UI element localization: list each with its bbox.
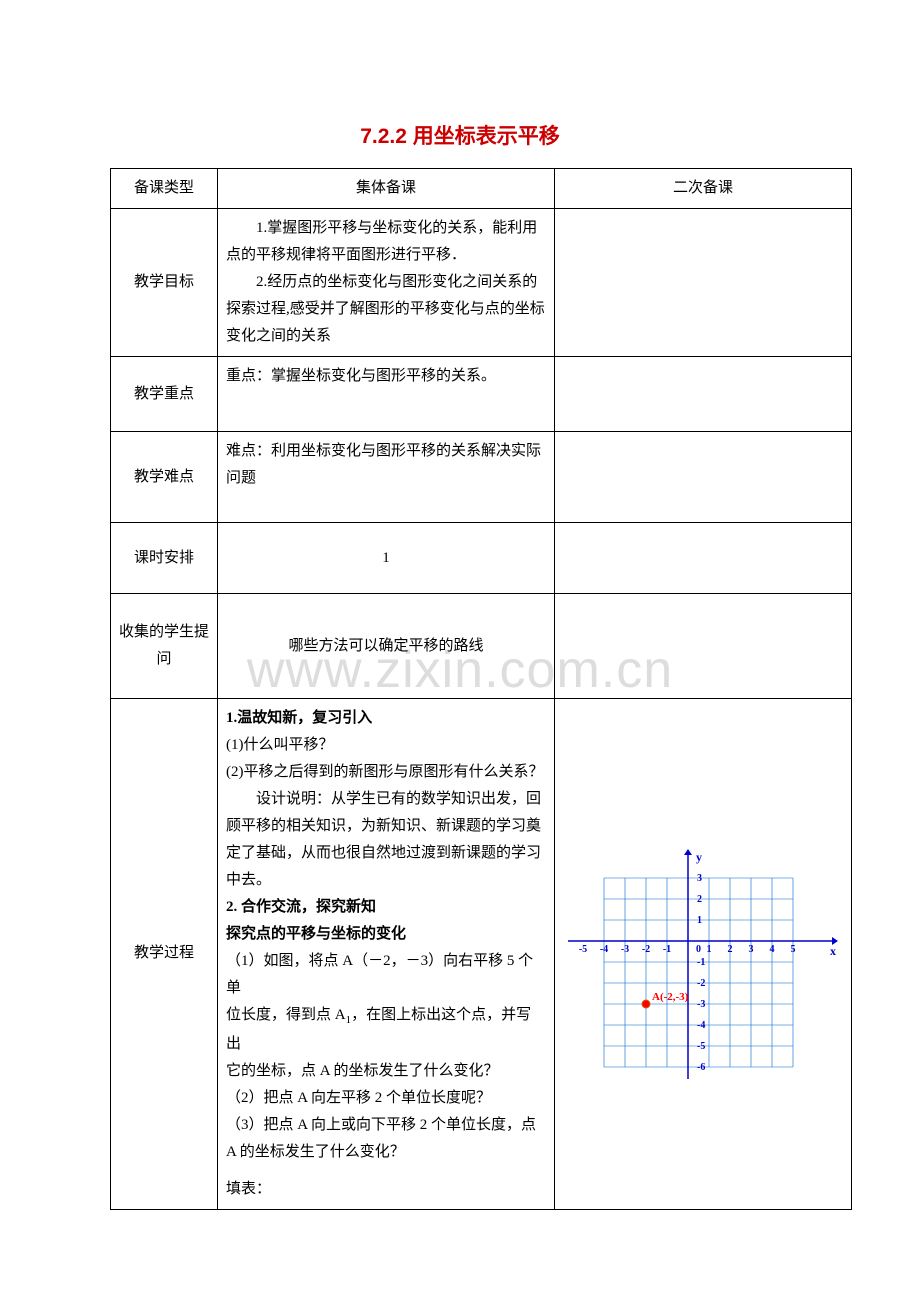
proc-p4b-a: 位长度，得到点 A: [226, 1007, 346, 1023]
q-right: [555, 594, 852, 699]
svg-text:1: 1: [707, 944, 712, 955]
key-right: [555, 357, 852, 432]
diff-right: [555, 432, 852, 523]
q-content: 哪些方法可以确定平移的路线: [218, 594, 555, 699]
proc-h3: 探究点的平移与坐标的变化: [226, 921, 546, 948]
svg-text:-1: -1: [697, 957, 705, 968]
proc-p4b: 位长度，得到点 A1，在图上标出这个点，并写出: [226, 1002, 546, 1058]
coordinate-chart: -5-4-3-2-112345-6-5-4-3-2-11230xyA(-2,-3…: [568, 849, 838, 1079]
svg-text:-4: -4: [697, 1020, 705, 1031]
proc-label: 教学过程: [111, 699, 218, 1210]
lesson-table: 备课类型 集体备课 二次备课 教学目标 1.掌握图形平移与坐标变化的关系，能利用…: [110, 168, 852, 1210]
q-label: 收集的学生提问: [111, 594, 218, 699]
goal-right: [555, 209, 852, 357]
header-type: 备课类型: [111, 169, 218, 209]
svg-text:-3: -3: [697, 999, 705, 1010]
svg-text:-3: -3: [621, 944, 629, 955]
proc-chart-cell: -5-4-3-2-112345-6-5-4-3-2-11230xyA(-2,-3…: [555, 699, 852, 1210]
svg-text:-2: -2: [642, 944, 650, 955]
key-content: 重点：掌握坐标变化与图形平移的关系。: [218, 357, 555, 432]
svg-text:4: 4: [770, 944, 775, 955]
goal-text-2: 2.经历点的坐标变化与图形变化之间关系的探索过程,感受并了解图形的平移变化与点的…: [226, 269, 546, 350]
proc-content: 1.温故知新，复习引入 (1)什么叫平移？ (2)平移之后得到的新图形与原图形有…: [218, 699, 555, 1210]
svg-text:A(-2,-3): A(-2,-3): [652, 991, 689, 1003]
proc-p5: （2）把点 A 向左平移 2 个单位长度呢？: [226, 1085, 546, 1112]
svg-text:3: 3: [697, 873, 702, 884]
svg-text:2: 2: [728, 944, 733, 955]
proc-p6: （3）把点 A 向上或向下平移 2 个单位长度，点: [226, 1112, 546, 1139]
proc-p4a: （1）如图，将点 A（－2，－3）向右平移 5 个单: [226, 948, 546, 1002]
svg-text:0: 0: [696, 944, 701, 955]
diff-content: 难点：利用坐标变化与图形平移的关系解决实际问题: [218, 432, 555, 523]
period-label: 课时安排: [111, 523, 218, 594]
header-group: 集体备课: [218, 169, 555, 209]
period-content: 1: [218, 523, 555, 594]
goal-text-1: 1.掌握图形平移与坐标变化的关系，能利用点的平移规律将平面图形进行平移．: [226, 215, 546, 269]
proc-p6b: A 的坐标发生了什么变化？: [226, 1139, 546, 1166]
svg-text:2: 2: [697, 894, 702, 905]
svg-text:-5: -5: [579, 944, 587, 955]
svg-text:-2: -2: [697, 978, 705, 989]
goal-label: 教学目标: [111, 209, 218, 357]
proc-p7: 填表：: [226, 1176, 546, 1203]
proc-p3: 设计说明：从学生已有的数学知识出发，回顾平移的相关知识，为新知识、新课题的学习奠…: [226, 786, 546, 894]
svg-text:1: 1: [697, 915, 702, 926]
svg-text:x: x: [830, 944, 836, 958]
svg-text:5: 5: [791, 944, 796, 955]
key-label: 教学重点: [111, 357, 218, 432]
proc-h2: 2. 合作交流，探究新知: [226, 894, 546, 921]
proc-p2: (2)平移之后得到的新图形与原图形有什么关系？: [226, 759, 546, 786]
proc-h1: 1.温故知新，复习引入: [226, 705, 546, 732]
goal-content: 1.掌握图形平移与坐标变化的关系，能利用点的平移规律将平面图形进行平移． 2.经…: [218, 209, 555, 357]
svg-text:-1: -1: [663, 944, 671, 955]
diff-label: 教学难点: [111, 432, 218, 523]
svg-text:-5: -5: [697, 1041, 705, 1052]
svg-text:y: y: [696, 850, 702, 864]
proc-p1: (1)什么叫平移？: [226, 732, 546, 759]
svg-text:3: 3: [749, 944, 754, 955]
svg-text:-6: -6: [697, 1062, 705, 1073]
proc-p4c: 它的坐标，点 A 的坐标发生了什么变化？: [226, 1058, 546, 1085]
period-right: [555, 523, 852, 594]
document-title: 7.2.2 用坐标表示平移: [110, 120, 810, 150]
svg-text:-4: -4: [600, 944, 608, 955]
header-second: 二次备课: [555, 169, 852, 209]
